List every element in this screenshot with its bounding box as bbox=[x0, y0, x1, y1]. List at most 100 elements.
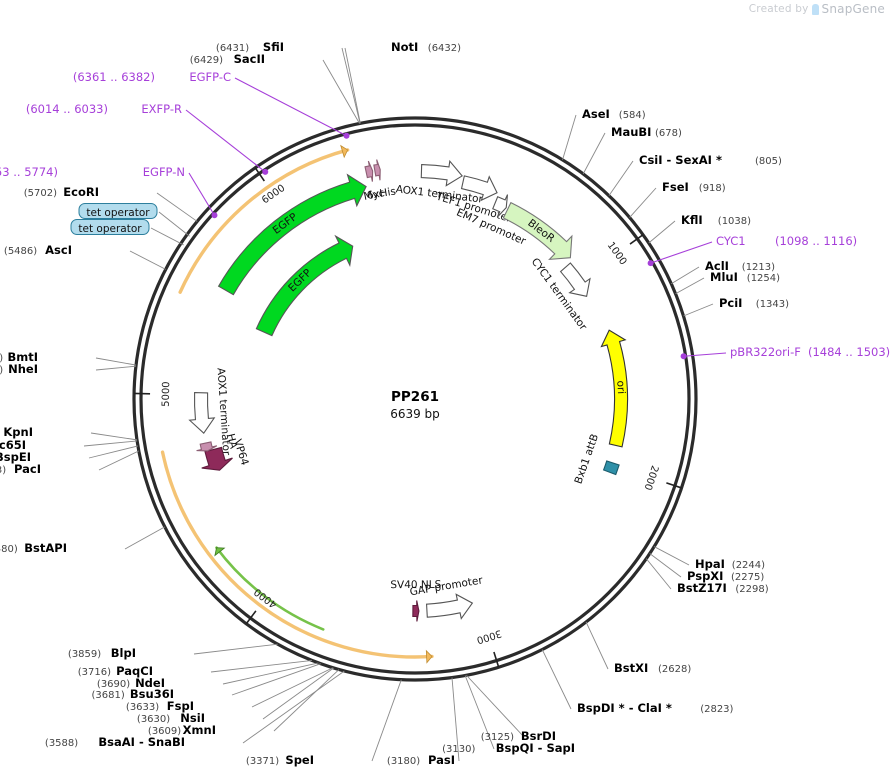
enzyme-site-XmnI[interactable]: (3609) XmnI bbox=[148, 723, 216, 737]
enzyme-name: EcoRI bbox=[63, 185, 99, 199]
enzyme-site-AscI[interactable]: (5486) AscI bbox=[4, 243, 72, 257]
feature-tag[interactable] bbox=[196, 441, 218, 452]
primer-label-group[interactable]: EGFP-C (6361 .. 6382) EXFP-R (6014 .. 6033)… bbox=[0, 70, 890, 360]
primer-name: pBR322ori-F bbox=[730, 345, 801, 359]
enzyme-site-SpeI[interactable]: (3371) SpeI bbox=[246, 753, 314, 767]
primer-range: (1098 .. 1116) bbox=[775, 234, 857, 248]
feature-tag[interactable] bbox=[373, 159, 381, 181]
axis-tick-label: 2000 bbox=[641, 464, 659, 492]
feature-misc[interactable] bbox=[602, 460, 620, 476]
feature-promoter[interactable] bbox=[460, 175, 498, 202]
enzyme-site-FspI[interactable]: (3633) FspI bbox=[126, 699, 194, 713]
feature-tag[interactable] bbox=[412, 600, 420, 622]
primer-feature-CYC1[interactable]: CYC1 (1098 .. 1116) bbox=[716, 234, 857, 248]
enzyme-name: SpeI bbox=[285, 753, 314, 767]
feature-terminator[interactable] bbox=[420, 159, 463, 187]
enzyme-position: (1254) bbox=[747, 273, 780, 284]
enzyme-site-BsaAI[interactable]: (3588) BsaAI - SnaBI bbox=[45, 735, 185, 749]
enzyme-site-BstXI[interactable]: BstXI (2628) bbox=[614, 661, 691, 675]
enzyme-site-EcoRI[interactable]: (5702) EcoRI bbox=[24, 185, 99, 199]
enzyme-site-FseI[interactable]: FseI (918) bbox=[662, 180, 726, 194]
enzyme-leader-line bbox=[124, 526, 166, 550]
enzyme-position: (5702) bbox=[24, 188, 57, 199]
tet-operator-box bbox=[70, 219, 150, 235]
tet-operator-label[interactable]: tet operator bbox=[70, 219, 150, 236]
enzyme-leader-line bbox=[222, 662, 319, 685]
enzyme-label-group[interactable]: (6431) SfiI NotI (6432) (6429) SacII (5702) Eco… bbox=[0, 40, 789, 767]
enzyme-site-BsrDI[interactable]: (3125) BsrDI bbox=[481, 729, 556, 743]
enzyme-site-BstAPI[interactable]: (4480) BstAPI bbox=[0, 541, 67, 555]
enzyme-position: (2298) bbox=[735, 584, 768, 595]
enzyme-name: PaqCI bbox=[116, 664, 153, 678]
enzyme-site-BspEI[interactable]: (4802)BspEI bbox=[0, 450, 31, 464]
enzyme-name: NdeI bbox=[135, 676, 165, 690]
enzyme-leader-line bbox=[95, 357, 137, 366]
primer-feature-EGFP-N[interactable]: EGFP-N (5753 .. 5774) bbox=[0, 165, 185, 179]
enzyme-site-NdeI[interactable]: (3690) NdeI bbox=[97, 676, 165, 690]
enzyme-leader-line bbox=[83, 440, 138, 447]
enzyme-site-NheI[interactable]: (5103) NheI bbox=[0, 362, 38, 376]
feature-promoter[interactable] bbox=[492, 194, 509, 218]
primer-feature-EGFP-C[interactable]: EGFP-C (6361 .. 6382) bbox=[73, 70, 231, 84]
primer-feature-pBR322ori-F[interactable]: pBR322ori-F (1484 .. 1503) bbox=[730, 345, 890, 359]
enzyme-site-PaqCI[interactable]: (3716) PaqCI bbox=[78, 664, 153, 678]
enzyme-site-BspDI[interactable]: BspDI * - ClaI * (2823) bbox=[577, 701, 734, 715]
primer-leader-line bbox=[234, 77, 347, 137]
axis-tick-label: 4000 bbox=[252, 586, 279, 610]
enzyme-site-AclI[interactable]: AclI (1213) bbox=[705, 259, 775, 273]
enzyme-position: (5107) bbox=[0, 353, 3, 364]
enzyme-site-HpaI[interactable]: HpaI (2244) bbox=[695, 557, 765, 571]
enzyme-site-PciI[interactable]: PciI (1343) bbox=[719, 296, 789, 310]
feature-cds[interactable] bbox=[201, 446, 233, 471]
feature-terminator[interactable] bbox=[188, 392, 216, 434]
enzyme-site-KflI[interactable]: KflI (1038) bbox=[681, 213, 751, 227]
primer-feature-EXFP-R[interactable]: EXFP-R (6014 .. 6033) bbox=[26, 102, 182, 116]
feature-rep_origin[interactable] bbox=[600, 329, 629, 448]
enzyme-site-BlpI[interactable]: (3859) BlpI bbox=[68, 646, 136, 660]
enzyme-leader-line bbox=[562, 114, 577, 160]
enzyme-site-Bsu36I[interactable]: (3681) Bsu36I bbox=[92, 687, 174, 701]
enzyme-site-BspQI[interactable]: (3130) BspQI - SapI bbox=[442, 741, 575, 755]
enzyme-site-CsiI[interactable]: CsiI - SexAI * (805) bbox=[639, 153, 782, 167]
plasmid-name: PP261 bbox=[391, 389, 439, 405]
enzyme-leader-line bbox=[653, 546, 690, 566]
outer-arc-group bbox=[160, 144, 434, 664]
enzyme-name: CsiI - SexAI * bbox=[639, 153, 722, 167]
enzyme-site-SfiI[interactable]: (6431) SfiI bbox=[216, 40, 284, 54]
feature-label: Myc bbox=[363, 187, 386, 203]
enzyme-position: (3633) bbox=[126, 702, 159, 713]
enzyme-site-KpnI[interactable]: (4825)KpnI bbox=[0, 425, 33, 439]
enzyme-position: (3371) bbox=[246, 756, 279, 767]
feature-cds[interactable] bbox=[217, 173, 367, 296]
enzyme-site-MluI[interactable]: MluI (1254) bbox=[710, 270, 780, 284]
enzyme-position: (3125) bbox=[481, 732, 514, 743]
enzyme-site-AseI[interactable]: AseI (584) bbox=[582, 107, 646, 121]
enzyme-position: (4783) bbox=[0, 465, 6, 476]
enzyme-leader-line bbox=[649, 553, 682, 578]
enzyme-site-Acc65I[interactable]: (4821)Acc65I bbox=[0, 438, 26, 452]
feature-cds[interactable] bbox=[255, 234, 354, 337]
feature-tag[interactable] bbox=[364, 160, 374, 182]
enzyme-site-NsiI[interactable]: (3630) NsiI bbox=[137, 711, 205, 725]
regulatory-label-group[interactable]: tet operator tet operator bbox=[70, 203, 190, 246]
feature-promoter[interactable] bbox=[425, 593, 474, 620]
enzyme-leader-line bbox=[466, 674, 525, 738]
enzyme-site-MauBI[interactable]: MauBI (678) bbox=[611, 125, 682, 139]
enzyme-leader-line bbox=[231, 663, 321, 696]
enzyme-site-PspXI[interactable]: PspXI (2275) bbox=[687, 569, 764, 583]
enzyme-name: FspI bbox=[167, 699, 194, 713]
enzyme-site-SacII[interactable]: (6429) SacII bbox=[190, 52, 265, 66]
feature-cds[interactable] bbox=[502, 201, 573, 261]
enzyme-site-BmtI[interactable]: (5107) BmtI bbox=[0, 350, 38, 364]
enzyme-position: (918) bbox=[699, 183, 726, 194]
enzyme-site-PacI[interactable]: (4783) PacI bbox=[0, 462, 41, 476]
plasmid-backbone bbox=[132, 116, 698, 682]
enzyme-site-BstZ17I[interactable]: BstZ17I (2298) bbox=[677, 581, 769, 595]
enzyme-site-NotI[interactable]: NotI (6432) bbox=[391, 40, 461, 54]
enzyme-position: (3180) bbox=[387, 756, 420, 767]
enzyme-site-PasI[interactable]: (3180) PasI bbox=[387, 753, 455, 767]
tet-operator-label[interactable]: tet operator bbox=[78, 203, 158, 220]
feature-terminator[interactable] bbox=[559, 262, 591, 297]
enzyme-name: BspQI - SapI bbox=[496, 741, 575, 755]
